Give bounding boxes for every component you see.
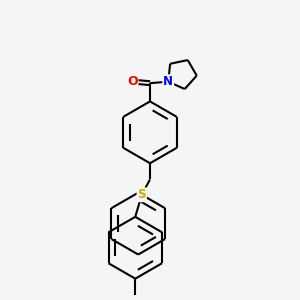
Text: O: O <box>127 75 138 88</box>
Text: N: N <box>163 75 173 88</box>
Text: S: S <box>137 188 146 201</box>
